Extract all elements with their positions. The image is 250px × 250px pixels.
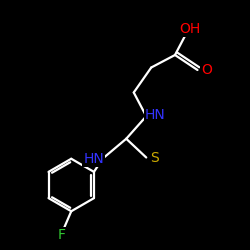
Text: HN: HN [83, 152, 104, 166]
Text: O: O [201, 63, 212, 77]
Text: S: S [150, 150, 159, 164]
Text: OH: OH [180, 22, 201, 36]
Text: HN: HN [144, 108, 165, 122]
Text: F: F [57, 228, 65, 242]
